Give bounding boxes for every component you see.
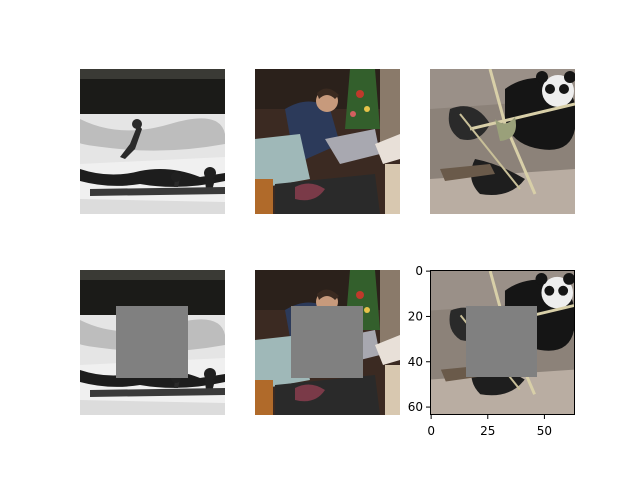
image-panel-heron	[80, 69, 225, 214]
x-tick-label: 0	[427, 424, 435, 438]
y-tick-label: 40	[408, 355, 423, 369]
y-tick-label: 0	[415, 264, 423, 278]
image-panel-panda	[430, 69, 575, 214]
panda-image	[430, 69, 575, 214]
image-panel-heron-masked	[80, 270, 225, 415]
x-tick-label: 25	[480, 424, 495, 438]
y-tick-label: 60	[408, 400, 423, 414]
gray-mask	[291, 306, 363, 378]
image-panel-man	[255, 69, 400, 214]
heron-image	[80, 69, 225, 214]
y-tick-label: 20	[408, 309, 423, 323]
image-panel-panda-masked	[430, 270, 575, 415]
gray-mask	[466, 306, 537, 377]
x-tick-label: 50	[537, 424, 552, 438]
image-panel-man-masked	[255, 270, 400, 415]
man-image	[255, 69, 400, 214]
gray-mask	[116, 306, 188, 378]
